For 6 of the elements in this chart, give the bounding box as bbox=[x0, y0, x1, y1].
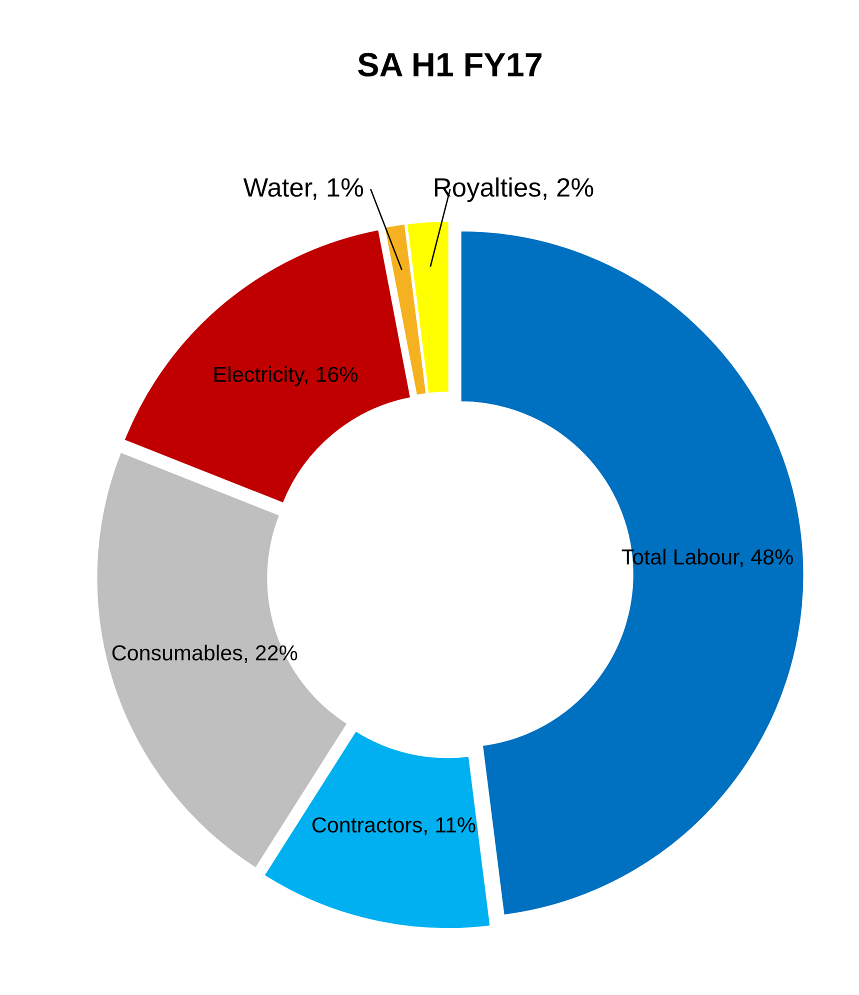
slice-label: Consumables, 22% bbox=[112, 644, 298, 664]
slice-label: Royalties, 2% bbox=[434, 177, 594, 202]
slice-label: Contractors, 11% bbox=[312, 817, 476, 836]
chart-title: SA H1 FY17 bbox=[358, 52, 542, 77]
slice-label: Electricity, 16% bbox=[214, 366, 358, 386]
slice-label: Water, 1% bbox=[243, 178, 364, 200]
